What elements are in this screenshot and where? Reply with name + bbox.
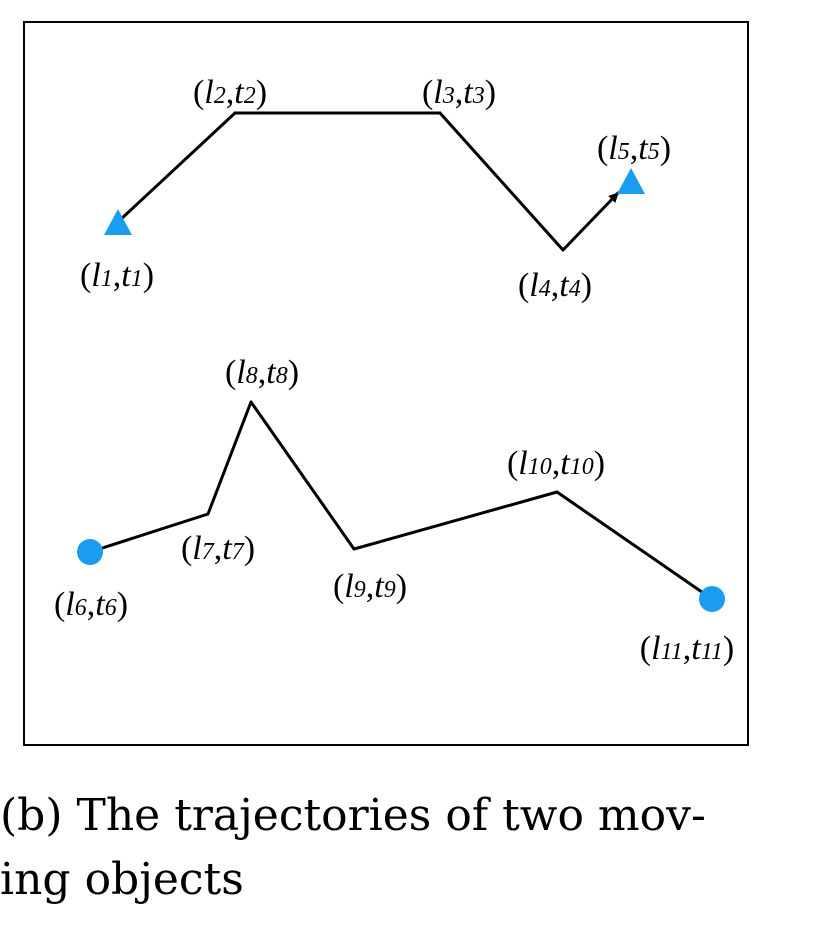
trajectory-2-end-circle-marker	[699, 586, 725, 612]
point-label: (l8,t8)	[225, 354, 299, 391]
diagram-frame	[23, 21, 749, 746]
trajectory-1-segment	[438, 111, 565, 252]
caption-line-1: (b) The trajectories of two mov-	[0, 790, 706, 841]
trajectory-2-segment	[206, 400, 253, 516]
trajectory-1-end-triangle-marker	[617, 168, 645, 194]
point-label: (l4,t4)	[518, 267, 592, 304]
trajectory-1-segment	[118, 111, 237, 222]
point-label: (l1,t1)	[80, 257, 154, 294]
trajectory-1: (l1,t1) (l2,t2) (l3,t3) (l4,t4) (l5,t5)	[80, 74, 671, 304]
point-label: (l2,t2)	[193, 74, 267, 111]
trajectory-2: (l6,t6) (l7,t7) (l8,t8) (l9,t9) (l10,t10) (l1…	[54, 354, 734, 667]
point-label: (l3,t3)	[422, 74, 496, 111]
point-label: (l6,t6)	[54, 586, 128, 623]
trajectory-2-segment	[249, 400, 356, 551]
trajectory-1-start-triangle-marker	[104, 209, 132, 235]
point-label: (l7,t7)	[181, 530, 255, 567]
point-label: (l9,t9)	[333, 568, 407, 605]
point-label: (l5,t5)	[597, 130, 671, 167]
trajectory-2-start-circle-marker	[77, 539, 103, 565]
trajectory-2-segment	[352, 490, 559, 551]
trajectory-2-segment	[555, 490, 714, 601]
caption-line-2: ing objects	[0, 854, 244, 905]
point-label: (l11,t11)	[640, 630, 735, 667]
trajectory-1-segment	[561, 191, 620, 252]
point-label: (l10,t10)	[507, 445, 605, 482]
trajectory-2-segment	[88, 512, 210, 554]
